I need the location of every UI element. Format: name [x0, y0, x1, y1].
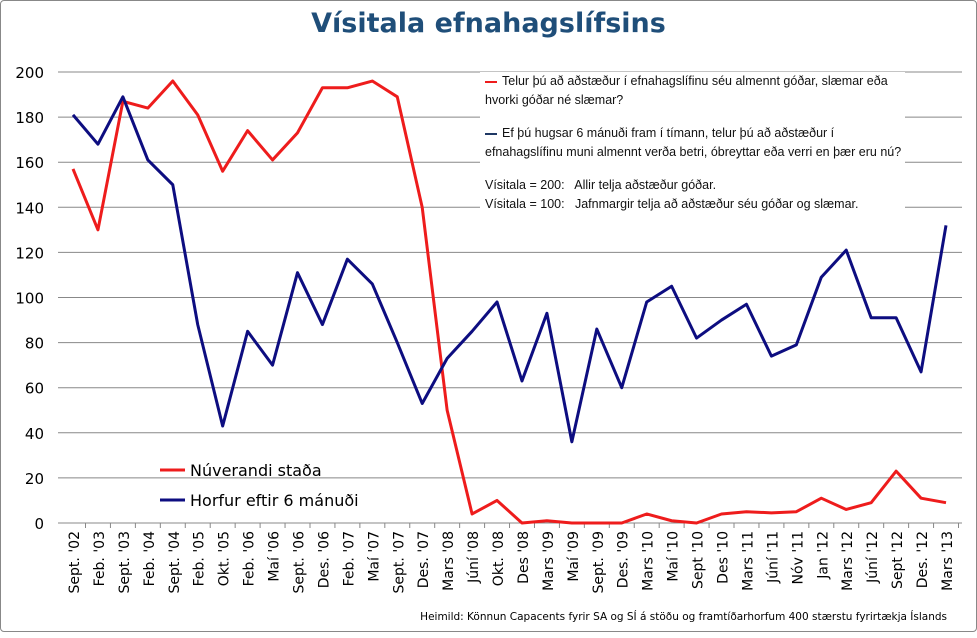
x-tick-label: Feb. '04 [142, 531, 158, 586]
y-tick-label: 180 [15, 109, 44, 127]
source-note: Heimild: Könnun Capacents fyrir SA og SÍ… [420, 611, 947, 623]
x-tick-label: Júní '08 [466, 531, 482, 584]
x-tick-label: Des. '12 [915, 531, 931, 588]
x-tick-label: Mars '09 [541, 531, 557, 591]
y-tick-label: 20 [25, 470, 44, 488]
x-tick-label: Des '10 [716, 531, 732, 584]
x-tick-label: Nóv '11 [790, 531, 806, 584]
x-tick-label: Sept. '04 [167, 531, 183, 594]
x-tick-label: Sept. '09 [591, 531, 607, 593]
y-tick-label: 40 [25, 425, 44, 443]
y-tick-label: 140 [15, 199, 44, 217]
x-tick-label: Des '08 [516, 531, 532, 584]
x-tick-label: Jan '12 [815, 531, 831, 580]
y-tick-label: 200 [15, 64, 44, 82]
blue-swatch-icon [485, 132, 497, 135]
y-tick-label: 120 [15, 244, 44, 262]
annotation-q1: Telur þú að aðstæður í efnahagslífinu sé… [485, 74, 888, 107]
x-tick-label: Mars '12 [840, 531, 856, 591]
annotation-box: Telur þú að aðstæður í efnahagslífinu sé… [480, 72, 905, 240]
x-tick-label: Maí '10 [666, 531, 682, 582]
x-tick-label: Sept. '06 [291, 531, 307, 594]
y-tick-label: 100 [15, 290, 44, 308]
red-swatch-icon [485, 80, 497, 83]
y-tick-label: 160 [15, 154, 44, 172]
x-tick-label: Feb. '07 [341, 531, 357, 586]
x-tick-label: Mars '13 [940, 531, 956, 591]
x-tick-label: Sept. '02 [67, 531, 83, 593]
x-tick-label: Maí '07 [366, 531, 382, 582]
x-tick-label: Mars '08 [441, 531, 457, 591]
x-tick-label: Des. '06 [316, 531, 332, 588]
annotation-v200: Vísitala = 200: Allir telja aðstæður góð… [485, 178, 717, 192]
x-tick-label: Des. '07 [416, 531, 432, 588]
annotation-v100: Vísitala = 100: Jafnmargir telja að aðst… [485, 197, 859, 211]
series-line-current [71, 79, 947, 525]
x-tick-label: Okt. '08 [491, 531, 507, 586]
x-tick-label: Júní '12 [865, 531, 881, 584]
series-line-outlook [71, 95, 948, 444]
x-tick-label: Feb. '03 [92, 531, 108, 586]
x-tick-label: Mars '10 [641, 531, 657, 591]
legend-label: Horfur eftir 6 mánuði [190, 491, 359, 510]
x-tick-label: Feb. '06 [242, 531, 258, 586]
x-tick-label: Okt. '05 [217, 531, 233, 586]
x-tick-label: Mars '11 [740, 531, 756, 591]
x-tick-label: Maí '06 [267, 531, 283, 582]
x-tick-label: Sept '12 [890, 531, 906, 589]
legend-label: Núverandi staða [190, 461, 322, 480]
y-tick-label: 0 [34, 515, 44, 533]
x-tick-label: Sept '10 [691, 531, 707, 589]
x-tick-label: Sept. '03 [117, 531, 133, 593]
y-tick-label: 80 [25, 335, 44, 353]
annotation-q2: Ef þú hugsar 6 mánuði fram í tímann, tel… [485, 126, 902, 159]
x-tick-label: Des. '09 [616, 531, 632, 588]
chart-title: Vísitala efnahagslífsins [311, 8, 666, 39]
y-tick-label: 60 [25, 380, 44, 398]
x-tick-label: Maí '09 [566, 531, 582, 582]
x-tick-label: Feb. '05 [192, 531, 208, 586]
x-tick-label: Sept. '07 [391, 531, 407, 593]
x-tick-label: Júní '11 [765, 531, 781, 584]
